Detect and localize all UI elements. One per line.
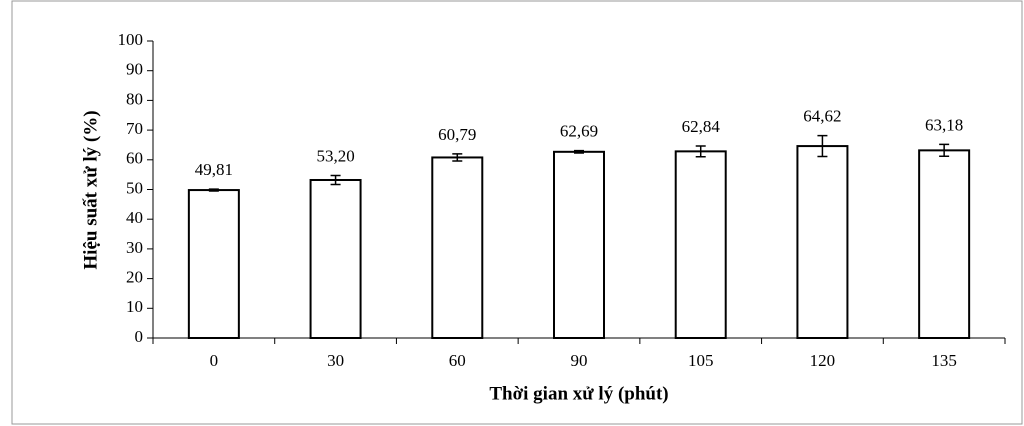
data-label: 60,79 [438,125,476,144]
y-tick-label: 20 [126,268,143,287]
error-bar [452,153,463,162]
bar [674,150,727,339]
x-tick-label: 135 [931,351,957,370]
y-tick-label: 30 [126,238,143,257]
data-label: 63,18 [925,115,963,134]
error-bar [208,188,219,192]
y-tick-label: 0 [135,327,144,346]
x-tick-label: 90 [571,351,588,370]
x-tick-label: 60 [449,351,466,370]
x-tick-label: 30 [327,351,344,370]
x-tick-label: 105 [688,351,714,370]
y-tick-label: 60 [126,149,143,168]
chart-frame [11,0,1023,425]
error-bar [574,149,584,154]
y-tick-label: 90 [126,60,143,79]
x-axis-label: Thời gian xử lý (phút) [489,383,668,404]
bar [187,189,240,339]
y-tick-label: 50 [126,178,143,197]
data-label: 62,69 [560,122,598,141]
y-tick-label: 40 [126,208,143,227]
y-tick-label: 100 [118,30,144,49]
bar [309,178,362,339]
y-tick-label: 10 [126,297,143,316]
data-label: 53,20 [316,146,354,165]
y-tick-label: 80 [126,89,143,108]
x-tick-label: 120 [810,351,836,370]
data-label: 62,84 [682,117,721,136]
error-bar [939,143,950,158]
bar [918,149,971,339]
bar [796,145,849,339]
data-label: 49,81 [195,160,233,179]
bar [431,156,484,339]
error-bar [330,174,341,186]
error-bar [695,145,706,158]
error-bar [817,134,828,158]
data-label: 64,62 [803,107,841,126]
y-tick-label: 70 [126,119,143,138]
x-tick-label: 0 [210,351,219,370]
y-axis-label: Hiệu suất xử lý (%) [80,110,101,269]
bar [553,150,605,339]
